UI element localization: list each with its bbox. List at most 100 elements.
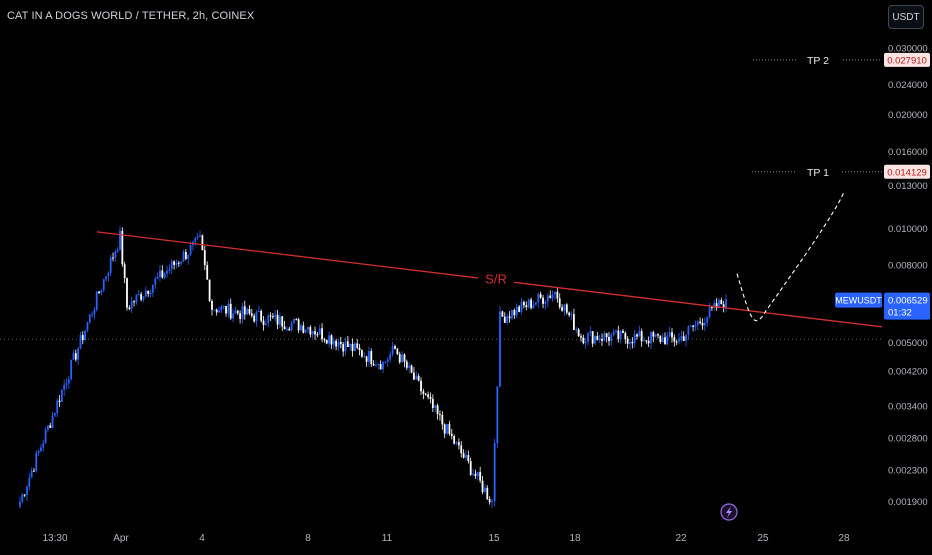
candle-body xyxy=(222,306,225,308)
candle-body xyxy=(370,351,373,365)
candle-body xyxy=(72,353,75,360)
candle-body xyxy=(281,316,284,327)
candle-body xyxy=(337,342,340,347)
candle-body xyxy=(457,442,460,446)
candle-body xyxy=(105,276,107,280)
candle-body xyxy=(391,346,394,355)
y-axis-tick-label: 0.016000 xyxy=(888,147,928,158)
candle-body xyxy=(318,328,321,335)
candle-body xyxy=(713,303,716,308)
sr-trendline xyxy=(96,231,479,279)
candle-body xyxy=(156,277,159,279)
candle-body xyxy=(316,334,319,336)
candle-body xyxy=(605,333,608,337)
candle-body xyxy=(163,273,166,278)
current-price-tag xyxy=(884,292,930,320)
candle-body xyxy=(638,331,641,337)
candle-body xyxy=(309,326,312,335)
candle-body xyxy=(119,230,121,250)
candle-body xyxy=(246,308,249,315)
x-axis-tick-label: Apr xyxy=(113,533,129,544)
x-axis-tick-label: 13:30 xyxy=(42,533,67,544)
candle-body xyxy=(65,383,68,385)
candle-body xyxy=(77,348,80,360)
y-axis-tick-label: 0.004200 xyxy=(888,367,928,378)
candle-body xyxy=(539,294,542,298)
candle-body xyxy=(455,442,458,444)
candle-body xyxy=(711,307,713,309)
y-axis-tick-label: 0.002800 xyxy=(888,433,928,444)
candle-body xyxy=(67,379,70,384)
candle-body xyxy=(664,337,666,345)
candle-body xyxy=(130,301,133,309)
candle-body xyxy=(671,332,673,338)
candle-body xyxy=(453,436,456,444)
candle-body xyxy=(229,303,232,319)
candle-body xyxy=(720,300,723,305)
candles-group xyxy=(19,226,727,509)
candle-body xyxy=(491,501,493,503)
candle-body xyxy=(617,330,620,339)
tp-price-tag xyxy=(884,164,930,179)
candle-body xyxy=(241,306,244,320)
candle-body xyxy=(126,278,128,308)
candle-body xyxy=(250,313,253,316)
candle-body xyxy=(594,335,596,344)
candle-body xyxy=(484,487,486,492)
candle-body xyxy=(568,312,571,316)
candle-body xyxy=(469,461,472,475)
candle-body xyxy=(523,301,525,306)
candle-body xyxy=(74,353,77,360)
candle-body xyxy=(565,304,568,313)
tp-price-label: 0.027910 xyxy=(887,55,927,66)
candle-body xyxy=(384,361,387,363)
candle-body xyxy=(508,316,511,319)
candle-body xyxy=(227,303,230,314)
candle-body xyxy=(220,306,223,311)
candle-body xyxy=(218,310,220,313)
candle-body xyxy=(481,480,484,492)
candle-body xyxy=(427,394,430,398)
candle-body xyxy=(619,330,622,339)
candle-body xyxy=(135,294,138,303)
candle-body xyxy=(396,348,399,355)
candle-body xyxy=(479,472,482,481)
candle-body xyxy=(591,331,594,344)
candle-body xyxy=(33,470,35,472)
candle-body xyxy=(339,342,342,345)
candle-body xyxy=(706,317,709,323)
candle-body xyxy=(403,354,406,362)
candle-body xyxy=(311,331,314,335)
candle-body xyxy=(537,294,540,303)
sr-trendline xyxy=(513,281,883,328)
candle-body xyxy=(166,270,168,274)
candle-body xyxy=(56,400,59,414)
candle-body xyxy=(722,304,725,308)
candle-body xyxy=(389,354,392,360)
candle-body xyxy=(98,291,100,294)
candle-body xyxy=(685,334,687,341)
candle-body xyxy=(35,452,38,471)
candle-body xyxy=(248,308,251,314)
candle-body xyxy=(652,332,655,337)
candle-body xyxy=(561,307,563,311)
candle-body xyxy=(443,424,446,434)
currency-button[interactable]: USDT xyxy=(888,5,924,29)
candle-body xyxy=(276,314,279,325)
candle-body xyxy=(375,364,377,366)
candle-body xyxy=(615,330,617,332)
x-axis-tick-label: 15 xyxy=(488,533,500,544)
candle-body xyxy=(422,391,425,394)
candle-body xyxy=(689,325,692,327)
candle-body xyxy=(633,334,636,344)
candle-body xyxy=(70,359,73,380)
candle-body xyxy=(182,251,185,262)
candle-body xyxy=(60,389,63,403)
candle-body xyxy=(302,325,305,333)
candle-body xyxy=(678,338,680,342)
candle-body xyxy=(420,380,422,392)
tp-label: TP 2 xyxy=(807,55,829,67)
candle-body xyxy=(225,306,227,314)
